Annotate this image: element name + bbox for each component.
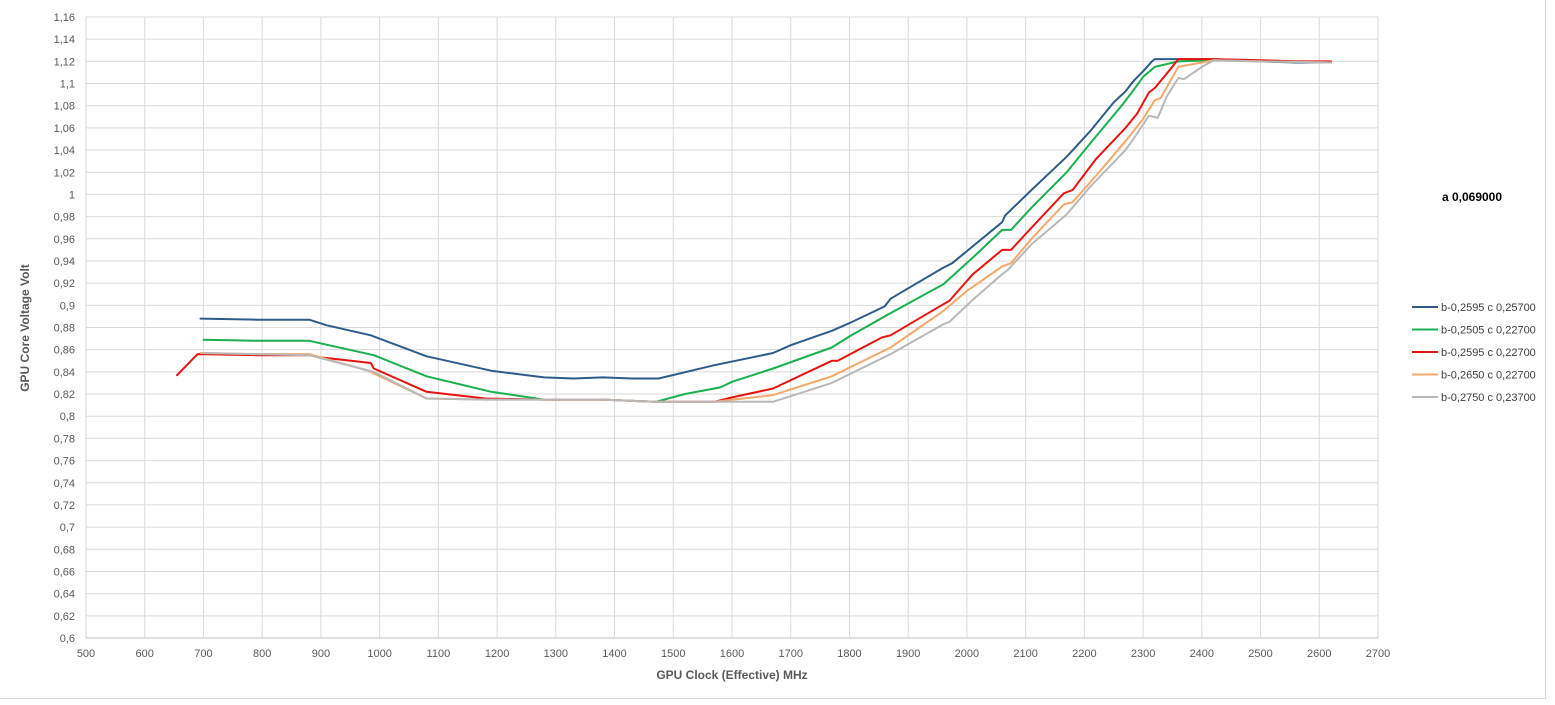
series-line-3 <box>176 58 1332 403</box>
x-tick-label: 2200 <box>1072 648 1096 660</box>
chart-annotation: a 0,069000 <box>1442 190 1502 204</box>
y-axis-ticks: 0,6 0,62 0,64 0,66 0,68 0,7 0,72 0,74 0,76 0,78 0,… <box>54 12 75 645</box>
y-tick-label: 0,82 <box>54 389 75 401</box>
x-tick-label: 2600 <box>1307 648 1331 660</box>
y-tick-label: 1,1 <box>60 79 75 91</box>
y-tick-label: 1,06 <box>54 123 75 135</box>
series-line-1 <box>199 58 1332 380</box>
x-tick-label: 1200 <box>485 648 509 660</box>
y-tick-label: 0,96 <box>54 234 75 246</box>
x-tick-label: 2400 <box>1190 648 1214 660</box>
legend-entry: b-0,2595 c 0,25700 <box>1441 302 1536 314</box>
y-tick-label: 0,64 <box>54 589 75 601</box>
legend-entry: b-0,2750 c 0,23700 <box>1441 392 1536 404</box>
x-tick-label: 2700 <box>1366 648 1390 660</box>
y-tick-label: 0,6 <box>60 633 75 645</box>
y-tick-label: 1,04 <box>54 145 75 157</box>
y-axis-title: GPU Core Voltage Volt <box>18 264 32 392</box>
y-tick-label: 0,74 <box>54 478 75 490</box>
x-tick-label: 500 <box>77 648 95 660</box>
y-tick-label: 1 <box>69 189 75 201</box>
y-tick-label: 0,76 <box>54 456 75 468</box>
legend: b-0,2595 c 0,25700 b-0,2505 c 0,22700 b-0,… <box>1412 302 1536 404</box>
y-tick-label: 0,84 <box>54 367 75 379</box>
y-tick-label: 1,02 <box>54 167 75 179</box>
x-tick-label: 1000 <box>367 648 391 660</box>
y-tick-label: 0,88 <box>54 323 75 335</box>
series-line-5 <box>202 59 1332 403</box>
x-tick-label: 1300 <box>544 648 568 660</box>
x-tick-label: 1800 <box>837 648 861 660</box>
x-tick-label: 2000 <box>955 648 979 660</box>
gridlines <box>85 16 1379 639</box>
y-tick-label: 0,86 <box>54 345 75 357</box>
y-tick-label: 1,16 <box>54 12 75 24</box>
x-axis-title: GPU Clock (Effective) MHz <box>656 668 807 682</box>
legend-entry: b-0,2505 c 0,22700 <box>1441 325 1536 337</box>
x-tick-label: 800 <box>253 648 271 660</box>
y-tick-label: 0,8 <box>60 411 75 423</box>
x-tick-label: 600 <box>136 648 154 660</box>
x-tick-label: 1500 <box>661 648 685 660</box>
y-tick-label: 0,7 <box>60 522 75 534</box>
x-tick-label: 1100 <box>427 648 451 660</box>
x-tick-label: 1400 <box>602 648 626 660</box>
y-tick-label: 0,68 <box>54 544 75 556</box>
y-tick-label: 0,94 <box>54 256 75 268</box>
x-tick-label: 2500 <box>1248 648 1272 660</box>
x-tick-label: 1600 <box>720 648 744 660</box>
y-tick-label: 1,14 <box>54 34 75 46</box>
x-tick-label: 2100 <box>1013 648 1037 660</box>
y-tick-label: 0,92 <box>54 278 75 290</box>
x-tick-label: 900 <box>312 648 330 660</box>
x-tick-label: 1700 <box>778 648 802 660</box>
x-tick-label: 1900 <box>896 648 920 660</box>
legend-entry: b-0,2650 c 0,22700 <box>1441 370 1536 382</box>
y-tick-label: 0,98 <box>54 212 75 224</box>
legend-entry: b-0,2595 c 0,22700 <box>1441 347 1536 359</box>
y-tick-label: 1,08 <box>54 101 75 113</box>
x-axis-ticks: 500 600 700 800 900 1000 1100 1200 1300 1400 1500 1… <box>77 648 1390 660</box>
series-lines <box>176 58 1332 403</box>
y-tick-label: 0,62 <box>54 611 75 623</box>
y-tick-label: 1,12 <box>54 56 75 68</box>
x-tick-label: 700 <box>194 648 212 660</box>
y-tick-label: 0,66 <box>54 566 75 578</box>
y-tick-label: 0,9 <box>60 300 75 312</box>
y-tick-label: 0,72 <box>54 500 75 512</box>
y-tick-label: 0,78 <box>54 433 75 445</box>
series-line-2 <box>202 59 1332 403</box>
x-tick-label: 2300 <box>1131 648 1155 660</box>
